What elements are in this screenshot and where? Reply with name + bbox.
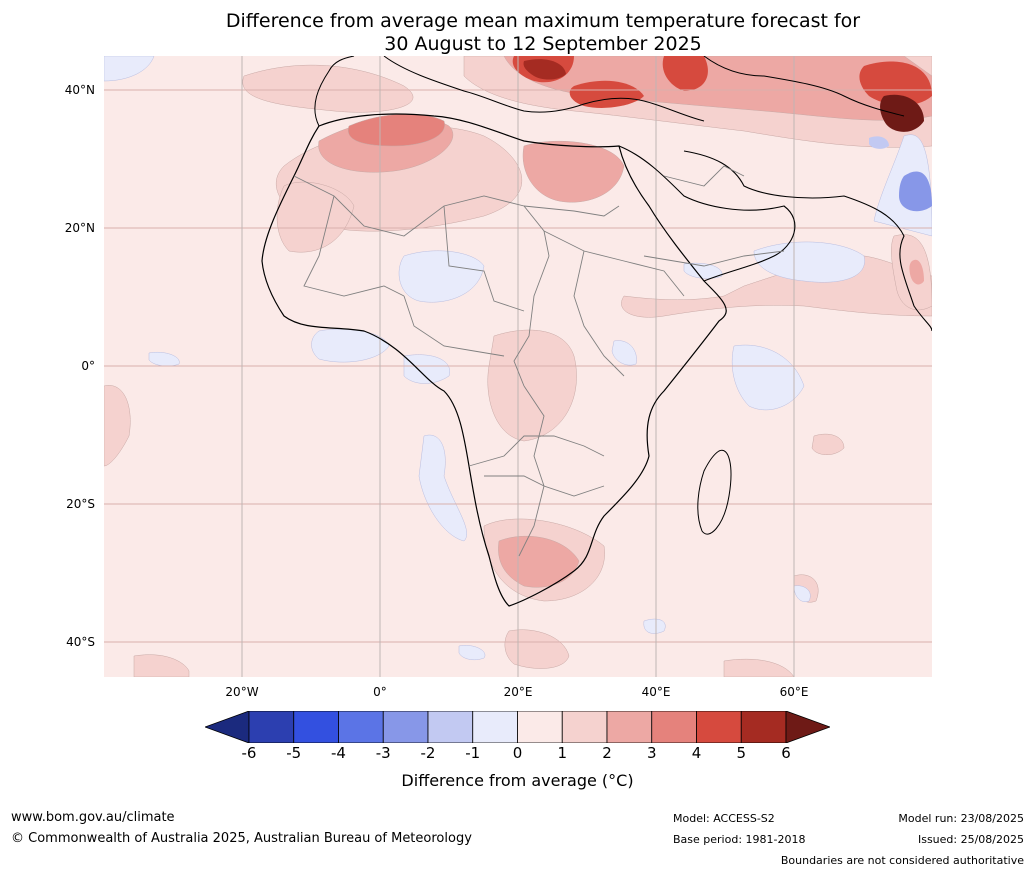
lon-label-0: 0°: [373, 685, 387, 699]
forecast-map: [104, 56, 932, 677]
cool-anomaly-regions: [104, 56, 932, 661]
colorbar-tick-label: 2: [602, 744, 612, 762]
arabia-coastline: [618, 145, 932, 332]
colorbar-segment: [472, 711, 518, 743]
disclaimer-text: Boundaries are not considered authoritat…: [780, 854, 1024, 867]
lat-label-40s: 40°S: [66, 635, 95, 649]
colorbar-segment: [517, 711, 563, 743]
map-title: Difference from average mean maximum tem…: [0, 10, 1035, 56]
base-period-text: Base period: 1981-2018: [673, 833, 806, 846]
lon-label-20e: 20°E: [503, 685, 533, 699]
colorbar-segment: [696, 711, 742, 743]
model-text: Model: ACCESS-S2: [673, 812, 775, 825]
colorbar-tick-label: -1: [465, 744, 481, 762]
colorbar-segment: [561, 711, 608, 743]
colorbar-segment: [248, 711, 295, 743]
colorbar-tick-label: -5: [286, 744, 302, 762]
colorbar-tick-label: 1: [557, 744, 568, 762]
colorbar-extend-low: [205, 711, 250, 743]
lon-label-20w: 20°W: [225, 685, 259, 699]
model-run-text: Model run: 23/08/2025: [898, 812, 1024, 825]
colorbar-segment: [651, 711, 697, 743]
lat-label-equator: 0°: [81, 359, 95, 373]
colorbar-tick-label: -4: [331, 744, 346, 762]
colorbar-segment: [740, 711, 787, 743]
colorbar-tick-label: -6: [241, 744, 257, 762]
colorbar-tick-label: 3: [646, 744, 657, 762]
africa-coastline: [261, 113, 727, 607]
europe-coastline: [314, 56, 905, 127]
lon-label-40e: 40°E: [641, 685, 671, 699]
colorbar-label: Difference from average (°C): [401, 771, 634, 790]
colorbar-tick-label: 4: [691, 744, 702, 762]
country-borders: [293, 165, 785, 557]
colorbar-segment: [427, 711, 474, 743]
issued-text: Issued: 25/08/2025: [917, 833, 1024, 846]
colorbar-segment: [338, 711, 384, 743]
madagascar-coastline: [697, 449, 732, 535]
warm-anomaly-regions: [104, 56, 932, 677]
lat-label-20s: 20°S: [66, 497, 95, 511]
colorbar-tick-label: 0: [512, 744, 523, 762]
lat-label-20n: 20°N: [64, 221, 95, 235]
website-link[interactable]: www.bom.gov.au/climate: [11, 810, 175, 825]
graticule: [104, 56, 932, 677]
colorbar-segment: [382, 711, 429, 743]
title-line-2: 30 August to 12 September 2025: [384, 33, 702, 55]
lat-label-40n: 40°N: [64, 83, 95, 97]
map-canvas: [104, 56, 932, 677]
colorbar-tick-label: 6: [781, 744, 791, 762]
colorbar-segment: [606, 711, 653, 743]
title-line-1: Difference from average mean maximum tem…: [225, 10, 861, 32]
colorbar-tick-label: 5: [736, 744, 747, 762]
copyright-text: © Commonwealth of Australia 2025, Austra…: [11, 831, 472, 846]
colorbar-tick-label: -2: [420, 744, 436, 762]
colorbar-tick-label: -3: [375, 744, 391, 762]
colorbar-extend-high: [785, 711, 830, 743]
colorbar: [205, 711, 830, 743]
colorbar-segment: [293, 711, 339, 743]
lon-label-60e: 60°E: [779, 685, 809, 699]
